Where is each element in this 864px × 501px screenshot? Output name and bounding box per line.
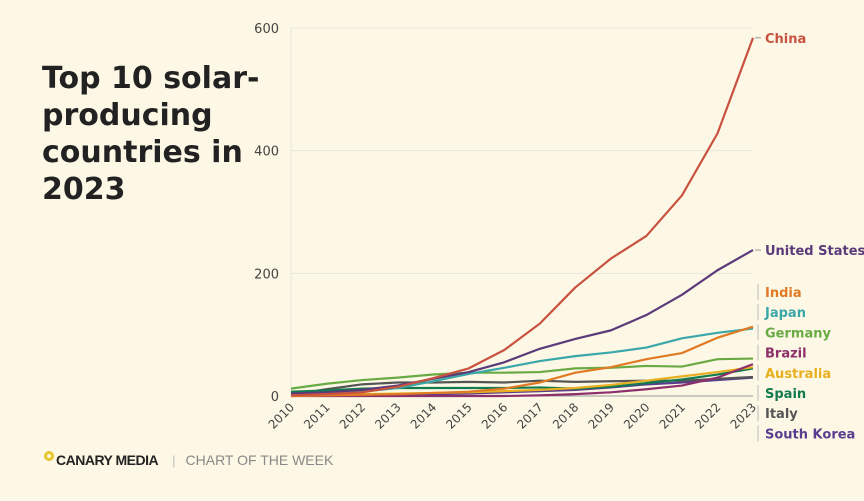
- chart-title: Top 10 solar-producing countries in 2023: [42, 61, 260, 207]
- x-tick-label: 2020: [621, 400, 652, 431]
- x-tick-label: 2012: [337, 400, 368, 431]
- footer: CANARY MEDIA | CHART OF THE WEEK: [44, 451, 334, 468]
- series-line-india: [290, 325, 754, 398]
- x-tick-label: 2021: [657, 400, 688, 431]
- series-label: Japan: [764, 306, 806, 321]
- series-label: Australia: [765, 367, 831, 382]
- divider: |: [172, 452, 176, 468]
- series-line-united-states: [290, 249, 754, 395]
- series-label: Italy: [765, 407, 798, 422]
- y-tick-label: 0: [271, 390, 279, 405]
- series-label: China: [765, 32, 806, 47]
- x-tick-label: 2018: [550, 400, 581, 431]
- footer-tag: CHART OF THE WEEK: [185, 452, 334, 468]
- brand-name: CANARY MEDIA: [56, 452, 159, 468]
- series-label: South Korea: [765, 427, 855, 442]
- y-tick-label: 600: [254, 22, 279, 37]
- series-label: Spain: [765, 387, 806, 402]
- x-tick-label: 2016: [479, 400, 510, 431]
- series-line-china: [290, 37, 755, 397]
- series-line-brazil: [291, 363, 754, 398]
- x-tick-label: 2017: [514, 400, 545, 431]
- x-tick-label: 2023: [728, 400, 759, 431]
- series-line-germany: [290, 357, 754, 390]
- series-label: Germany: [765, 326, 831, 341]
- y-tick-label: 400: [254, 145, 279, 160]
- x-tick-label: 2013: [372, 400, 403, 431]
- x-tick-label: 2015: [443, 400, 474, 431]
- x-tick-label: 2014: [408, 400, 439, 431]
- x-tick-label: 2011: [301, 400, 332, 431]
- x-tick-label: 2022: [692, 400, 723, 431]
- canary-logo-icon: [44, 451, 54, 461]
- series-label: Brazil: [765, 347, 807, 362]
- y-tick-label: 200: [254, 267, 279, 282]
- series-label: India: [765, 286, 802, 301]
- x-tick-label: 2019: [585, 400, 616, 431]
- series-label: United States: [765, 244, 864, 259]
